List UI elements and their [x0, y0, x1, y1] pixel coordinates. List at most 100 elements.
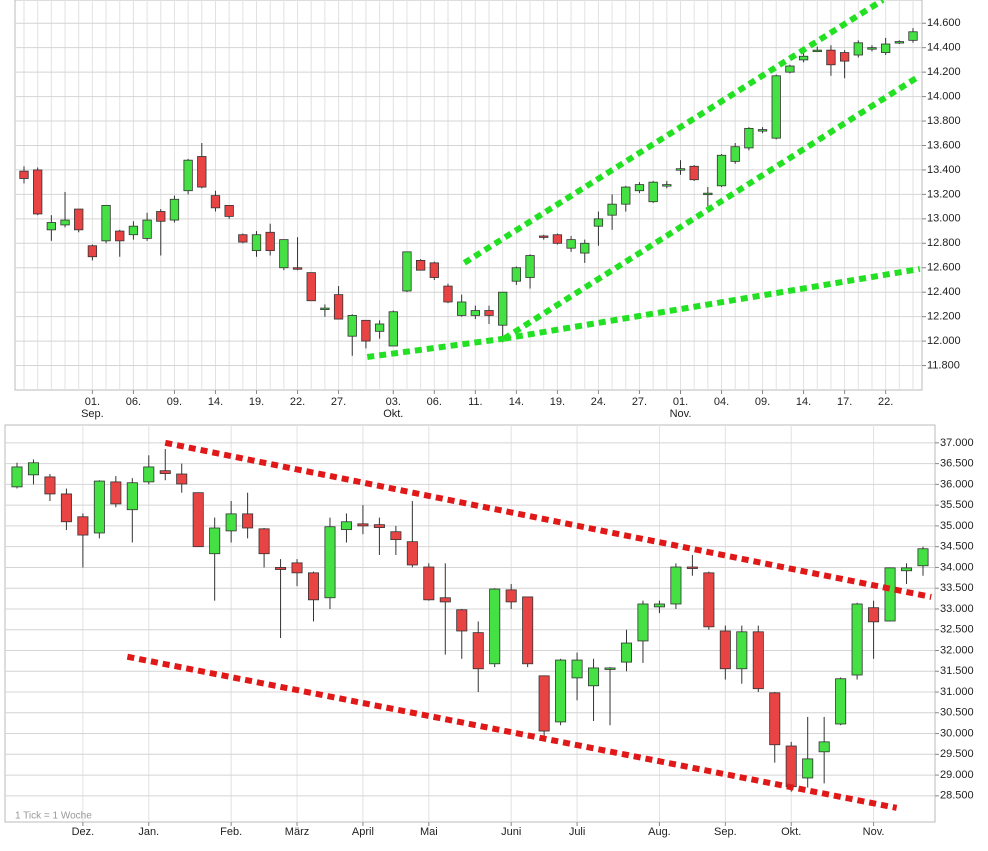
candle-body: [209, 527, 221, 555]
candle-body: [347, 315, 357, 337]
candle-body: [27, 462, 39, 476]
x-tick-label: Dez.: [72, 826, 95, 838]
x-tick-label: 06.: [126, 396, 141, 408]
y-tick-label: 30.500: [940, 707, 974, 719]
candle-body: [686, 566, 698, 569]
chart-panel: 28.500 29.000 29.500 30.000 30.500 31.000 31.5…: [4, 424, 974, 838]
candle-body: [719, 630, 731, 670]
candle-body: [357, 523, 369, 527]
candle-body: [183, 159, 193, 192]
candle-body: [258, 528, 270, 555]
candle-body: [566, 239, 576, 249]
candle-body: [110, 481, 122, 505]
candle-body: [340, 521, 352, 531]
candle-body: [292, 267, 303, 270]
candle-body: [769, 692, 781, 746]
candle-body: [93, 480, 105, 534]
candle-body: [484, 310, 494, 316]
candle-body: [620, 642, 632, 663]
candle-body: [279, 239, 289, 269]
trend-lines: [126, 439, 932, 811]
x-tick-label: 01.: [85, 396, 100, 408]
candle-body: [402, 251, 412, 292]
x-tick-label: 14.: [208, 396, 223, 408]
candle-body: [917, 548, 929, 567]
candle-body: [142, 219, 152, 239]
candle-body: [333, 294, 344, 320]
candle-body: [498, 291, 508, 326]
candle-body: [670, 566, 682, 605]
candle-body: [868, 607, 880, 623]
candle-body: [901, 567, 913, 572]
candle-body: [785, 745, 797, 788]
candle-body: [881, 43, 891, 53]
candle-body: [818, 741, 830, 753]
candle-body: [388, 311, 398, 347]
trend-line: [502, 73, 922, 342]
trend-line: [126, 653, 898, 811]
candle-body: [555, 659, 567, 723]
y-tick-label: 12.200: [927, 311, 961, 323]
y-tick-label: 14.400: [927, 42, 961, 54]
x-tick-label: Okt.: [781, 826, 801, 838]
candle-body: [406, 541, 418, 566]
candle-body: [439, 597, 451, 603]
x-tick-label: 09.: [167, 396, 182, 408]
x-tick-label: Mai: [420, 826, 438, 838]
candle-body: [291, 562, 303, 574]
trend-lines: [366, 0, 922, 360]
candle-body: [539, 235, 549, 238]
x-tick-label: 22.: [878, 396, 893, 408]
y-tick-label: 12.400: [927, 286, 961, 298]
candle-body: [197, 156, 207, 188]
plot-area: [4, 424, 936, 823]
candle-body: [802, 758, 814, 779]
candle-body: [653, 603, 665, 608]
y-tick-label: 14.200: [927, 66, 961, 78]
x-tick-label: 04.: [714, 396, 729, 408]
x-month-label: Sep.: [81, 408, 104, 420]
candle-body: [716, 154, 727, 187]
x-tick-label: Nov.: [863, 826, 885, 838]
trend-line: [503, 266, 921, 342]
y-tick-label: 37.000: [940, 437, 974, 449]
candle-body: [251, 234, 262, 252]
x-tick-label: 06.: [427, 396, 442, 408]
x-tick-label: 19.: [249, 396, 264, 408]
candle-body: [505, 589, 517, 603]
x-tick-label: Juni: [501, 826, 521, 838]
candle-body: [374, 323, 385, 332]
candle-body: [752, 631, 764, 690]
candle-body: [607, 203, 617, 216]
candle-body: [74, 208, 84, 231]
x-tick-label: 24.: [591, 396, 606, 408]
y-tick-label: 11.800: [927, 359, 960, 371]
candle-body: [489, 588, 501, 665]
x-month-label: Nov.: [670, 408, 692, 420]
candle-body: [593, 218, 604, 227]
candle-body: [580, 242, 590, 254]
x-tick-label: 22.: [290, 396, 305, 408]
x-tick-label: April: [352, 826, 374, 838]
candle-body: [771, 75, 781, 139]
candle-body: [571, 659, 583, 679]
annotation: 1 Tick = 1 Woche: [15, 811, 92, 822]
candle-body: [192, 492, 204, 548]
candle-body: [648, 181, 658, 203]
candle-body: [552, 234, 563, 244]
candle-body: [511, 267, 522, 282]
candle-body: [126, 482, 138, 511]
candle-body: [894, 41, 904, 44]
candle-body: [224, 204, 234, 217]
candle-body: [884, 567, 896, 622]
candle-body: [621, 186, 631, 205]
x-tick-label: 11.: [468, 396, 482, 408]
y-tick-label: 29.000: [940, 769, 974, 781]
candle-body: [853, 42, 863, 56]
y-tick-label: 31.500: [940, 665, 974, 677]
x-tick-label: 09.: [755, 396, 770, 408]
candle-body: [634, 184, 645, 192]
candle-body: [785, 65, 795, 73]
candle-body: [744, 127, 754, 149]
